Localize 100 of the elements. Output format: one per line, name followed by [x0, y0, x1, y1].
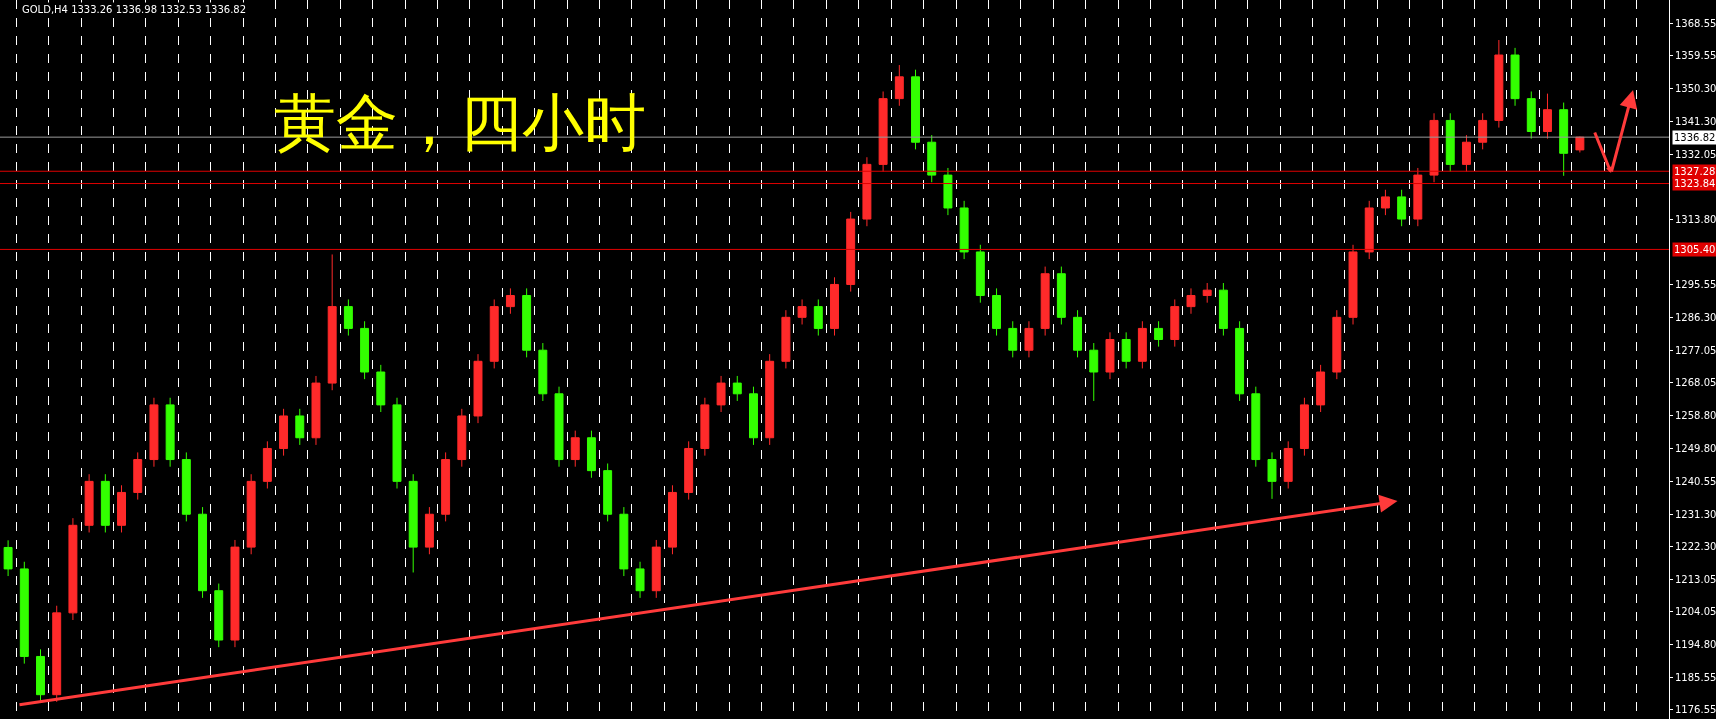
- candlestick: [1089, 342, 1099, 402]
- candlestick: [765, 353, 775, 446]
- candlestick: [1575, 136, 1585, 153]
- y-tick-label: 1268.05: [1675, 377, 1716, 389]
- ref-line-label: 1336.82: [1674, 132, 1716, 143]
- candlestick: [538, 342, 548, 402]
- y-tick-label: 1194.80: [1675, 639, 1716, 651]
- y-tick-label: 1295.55: [1675, 279, 1716, 291]
- candlestick: [1235, 320, 1245, 402]
- candlestick: [246, 473, 256, 555]
- y-tick-label: 1350.30: [1675, 83, 1716, 95]
- annotation: GOLD,H4 1333.26 1336.98 1332.53 1336.82: [22, 4, 247, 15]
- y-tick-label: 1332.05: [1675, 148, 1716, 160]
- candlestick: [457, 408, 467, 468]
- candlestick: [198, 506, 208, 599]
- y-tick-label: 1176.55: [1675, 704, 1716, 716]
- ref-line-label: 1327.28: [1674, 166, 1716, 177]
- y-tick-label: 1222.30: [1675, 540, 1716, 552]
- candlestick: [1478, 112, 1488, 150]
- candlestick: [311, 375, 321, 446]
- candlestick: [1105, 331, 1115, 380]
- candlestick: [1154, 320, 1164, 348]
- candlestick: [1040, 266, 1050, 337]
- candlestick: [1364, 200, 1374, 260]
- candlestick: [117, 484, 126, 533]
- candlestick: [424, 506, 434, 555]
- candlestick: [894, 64, 904, 107]
- candlestick: [522, 287, 532, 358]
- candlestick: [603, 462, 613, 522]
- candlestick: [911, 69, 920, 150]
- candlestick: [943, 167, 953, 216]
- candlestick: [165, 397, 175, 468]
- y-tick-label: 1313.80: [1675, 213, 1716, 225]
- candlestick: [667, 484, 677, 555]
- candlestick: [295, 408, 305, 446]
- candlestick: [343, 298, 353, 337]
- y-tick-label: 1368.55: [1675, 18, 1716, 30]
- candlestick: [1186, 287, 1196, 315]
- y-tick-label: 1204.05: [1675, 606, 1716, 618]
- candlestick: [392, 397, 402, 490]
- candlestick: [781, 309, 791, 369]
- candlestick: [862, 156, 872, 227]
- candlestick: [959, 200, 969, 260]
- y-tick-label: 1286.30: [1675, 312, 1716, 324]
- candlestick: [1121, 331, 1131, 369]
- candlestick: [716, 375, 726, 413]
- candlestick: [1413, 167, 1423, 227]
- candlestick: [1461, 134, 1471, 173]
- candlestick: [473, 353, 483, 424]
- candlestick: [1397, 189, 1407, 227]
- candlestick: [1202, 282, 1212, 304]
- candlestick: [230, 539, 240, 648]
- candlestick: [181, 451, 191, 522]
- candlestick: [1445, 112, 1455, 173]
- candlestick: [975, 244, 985, 304]
- candlestick: [19, 561, 29, 665]
- candlestick: [489, 298, 499, 369]
- candlestick: [262, 440, 272, 490]
- candlestick: [1283, 440, 1293, 490]
- candlestick: [619, 506, 629, 577]
- candlestick: [441, 451, 451, 522]
- ref-line-label: 1323.84: [1674, 178, 1716, 189]
- candlestick: [133, 451, 143, 501]
- y-tick-label: 1359.55: [1675, 50, 1716, 62]
- candlestick: [1316, 364, 1326, 413]
- candlestick: [3, 539, 13, 577]
- y-tick-label: 1231.30: [1675, 508, 1716, 520]
- candlestick: [327, 253, 337, 391]
- candlestick: [36, 648, 45, 703]
- candlestick: [732, 375, 742, 402]
- candlestick: [100, 473, 110, 533]
- candlestick: [1024, 320, 1034, 358]
- candlestick: [1380, 189, 1390, 216]
- candlestick: [1559, 102, 1569, 177]
- candlestick: [1543, 93, 1552, 140]
- text: 黄金，四小时: [274, 86, 646, 159]
- candlestick: [1056, 266, 1066, 325]
- candlestick: [408, 473, 418, 573]
- candlestick: [149, 397, 159, 468]
- candlestick: [1008, 320, 1018, 358]
- candlestick: [376, 364, 386, 413]
- candlestick: [1267, 451, 1277, 500]
- y-tick-label: 1213.05: [1675, 573, 1716, 585]
- candlestick: [586, 430, 596, 479]
- candlestick: [635, 561, 645, 599]
- y-tick-label: 1240.55: [1675, 475, 1716, 487]
- candlestick: [84, 473, 94, 533]
- candlestick: [651, 539, 661, 599]
- candlestick: [700, 397, 710, 457]
- candlestick: [1526, 90, 1536, 140]
- candlestick: [1299, 397, 1309, 457]
- candlestick: [1218, 282, 1228, 337]
- candlestick: [1073, 309, 1083, 358]
- candlestick: [570, 430, 580, 468]
- candlestick: [846, 211, 856, 293]
- candlestick: [214, 583, 224, 648]
- y-tick-label: 1277.05: [1675, 345, 1716, 357]
- candlestick: [279, 408, 289, 457]
- candlestick: [992, 287, 1002, 337]
- candlestick: [1494, 39, 1504, 129]
